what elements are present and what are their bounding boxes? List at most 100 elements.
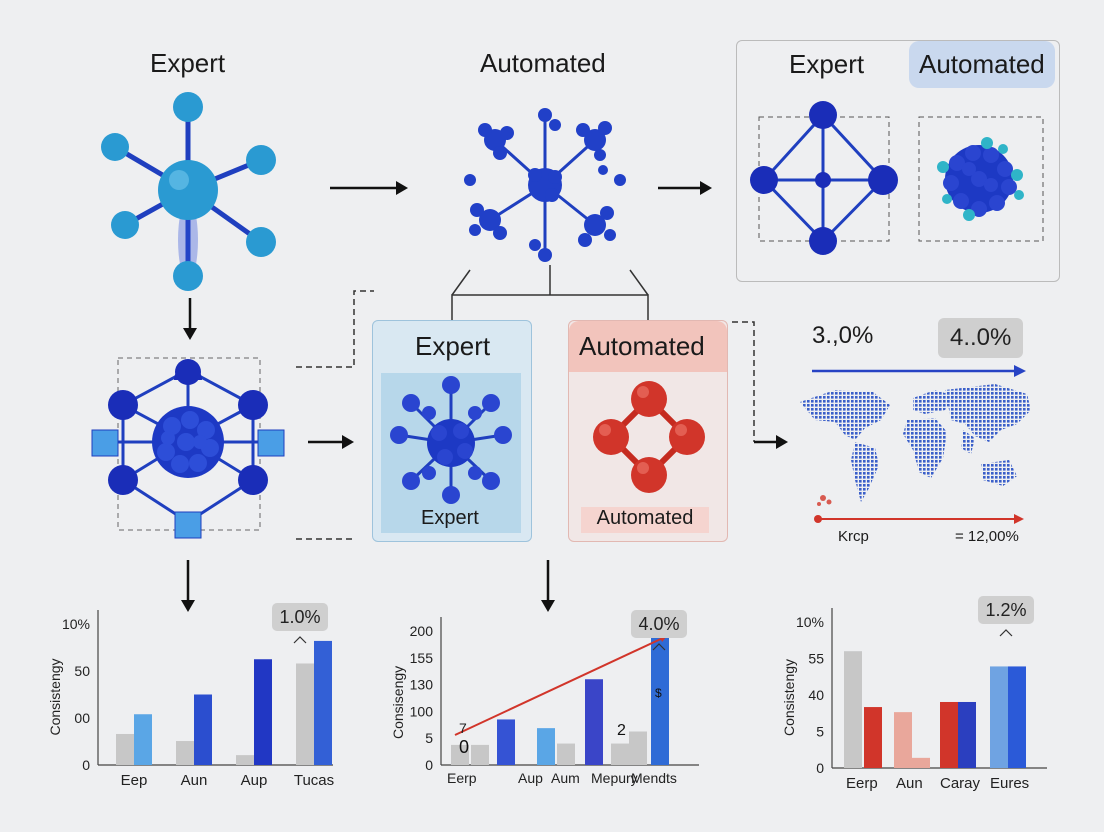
dashed-connector [296,290,374,368]
y-tick-label: 0 [425,757,433,773]
bar [557,743,575,765]
bar [296,663,314,765]
trend-line [454,636,666,736]
bar [497,719,515,765]
top-expert-title: Expert [150,48,226,78]
y-tick-label: 40 [808,687,824,703]
arrow-right-icon [308,435,354,449]
dashed-connector [732,321,788,449]
compare-automated-title: Automated [909,41,1055,88]
bar [611,743,629,765]
compare-expert-title: Expert [789,49,865,79]
arrow-down-icon [541,560,555,612]
bar [537,728,555,765]
comparison-panel: Expert Automated [736,40,1060,282]
arrow-down-icon [183,298,197,340]
y-tick-label: 0 [816,760,824,776]
x-tick-label: Aup [518,770,543,786]
y-tick-label: 100 [410,703,434,719]
bar [629,731,647,765]
expert-card: Expert Expert [372,320,532,542]
automated-card: Automated Automated [568,320,728,542]
chart-consistency-3: 10% 55 40 5 0 Consistengy Eerp Aun Caray Eures 1.2… [781,596,1047,792]
y-tick-label: 5 [816,724,824,740]
expert-card-caption: Expert [421,507,479,529]
bar [451,744,469,765]
expert-molecule-icon [390,376,512,504]
map-bottom-left-label: Krcp [838,528,869,545]
bar [651,632,669,765]
dashed-connector [296,538,354,540]
x-tick-label: Aun [896,775,923,792]
annotation-label: 1.0% [279,607,320,627]
x-tick-label: Aum [551,770,580,786]
top-automated-title: Automated [480,48,606,78]
caret-icon [293,636,307,644]
automated-card-caption: Automated [581,507,709,533]
bar [116,733,134,765]
data-label: 0 [459,737,469,757]
annotation-badge [978,596,1034,624]
y-tick-label: 10% [62,616,90,632]
map-right-value-badge: 4..0% [938,318,1024,358]
expert-card-image: Expert [381,373,521,533]
bar [844,651,862,768]
data-label: 2 [617,722,626,739]
y-axis-title: Consisengy [390,666,406,739]
y-tick-label: 200 [410,623,434,639]
bar [471,744,489,765]
y-tick-label: 130 [410,677,434,693]
annotation-label: 1.2% [985,600,1026,620]
annotation-badge [272,603,328,631]
expert-card-title: Expert [415,331,491,361]
annotation-badge [631,610,687,638]
y-axis-title: Consistengy [781,659,797,736]
x-tick-label: Eep [121,772,148,789]
arrow-right-icon [330,181,408,195]
x-tick-label: Eerp [447,770,477,786]
bar [254,659,272,765]
bar [864,707,882,768]
bar [236,755,254,765]
bar [194,694,212,765]
y-tick-label: 10% [796,614,824,630]
y-tick-label: 50 [74,663,90,679]
chart-consistency-2: 200 155 130 100 5 0 Consisengy Eerp Aup Aum Mepury… [390,610,699,786]
map-left-value: 3.,0% [812,322,874,349]
data-label: 7 [459,720,467,736]
y-tick-label: 0 [82,757,90,773]
bar [894,712,912,768]
bar [1008,666,1026,768]
x-tick-label: Aun [181,772,208,789]
bar [314,640,332,765]
x-tick-label: Tucas [294,772,334,789]
y-axis-title: Consistengy [47,658,63,735]
bar [958,701,976,768]
comparison-molecules-icon [750,101,1044,255]
bar [134,714,152,765]
y-tick-label: 155 [410,650,434,666]
automated-cluster-molecule-icon [464,108,626,262]
bar [176,741,194,765]
x-tick-label: Aup [241,772,268,789]
y-tick-label: 5 [425,730,433,746]
blue-range-arrow [812,365,1026,377]
automated-card-title: Automated [569,321,727,372]
automated-ring-molecule-icon [593,381,705,493]
x-tick-label: Mepury [591,770,638,786]
bar [990,666,1008,768]
arrow-down-icon [181,560,195,612]
caret-icon [999,629,1013,637]
bar [940,701,958,768]
map-bottom-right-label: = 12,00% [955,528,1019,545]
x-tick-label: Mendts [631,770,677,786]
x-tick-label: Eures [990,775,1029,792]
y-tick-label: 55 [808,651,824,667]
bar [912,757,930,768]
branch-connector [451,265,649,323]
expert-star-molecule-icon [101,92,276,291]
red-range-arrow [814,514,1024,524]
y-tick-label: 00 [74,710,90,726]
data-label: $ [655,686,662,700]
